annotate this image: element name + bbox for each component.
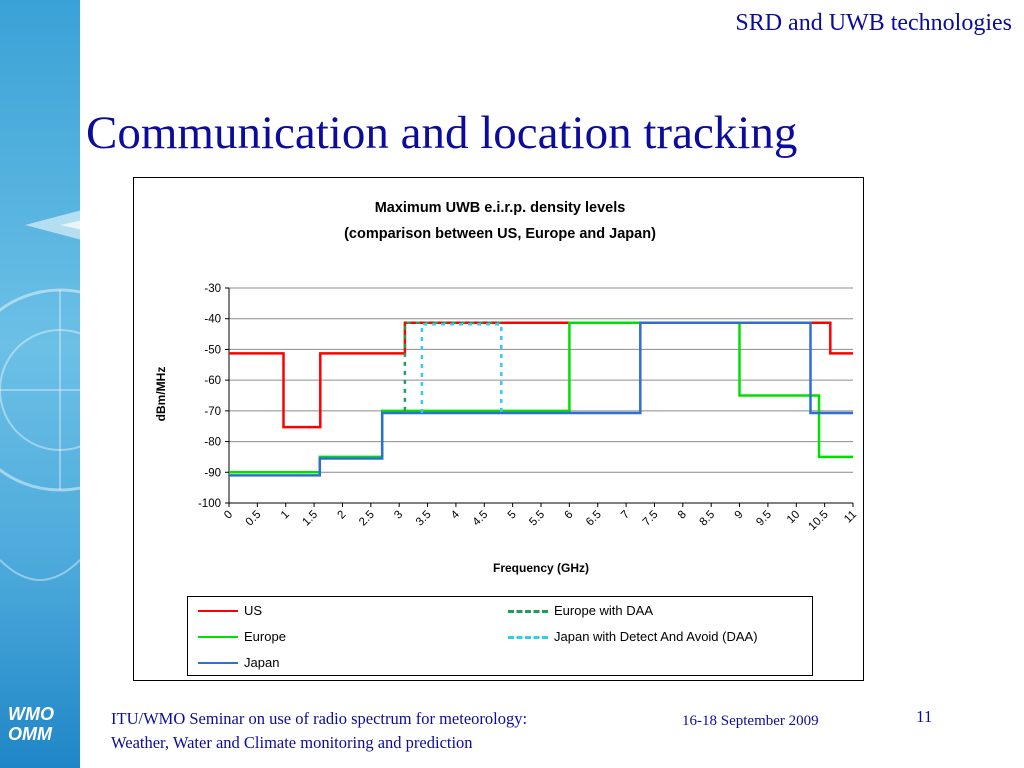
x-tick-label: 9.5 bbox=[754, 509, 774, 529]
y-axis-label: dBm/MHz bbox=[154, 367, 168, 422]
series-line-europe bbox=[229, 321, 853, 474]
legend-swatch bbox=[508, 636, 548, 639]
chart-subtitle: (comparison between US, Europe and Japan… bbox=[344, 226, 656, 242]
footer-line-1: ITU/WMO Seminar on use of radio spectrum… bbox=[111, 709, 528, 728]
y-tick-label: -90 bbox=[204, 467, 221, 479]
series-line-japan bbox=[229, 321, 853, 477]
x-tick-label: 1 bbox=[279, 509, 292, 522]
x-tick-label: 5.5 bbox=[527, 509, 547, 529]
logo-line-1: WMO bbox=[8, 704, 54, 724]
x-tick-label: 11 bbox=[842, 509, 859, 526]
x-tick-label: 7 bbox=[619, 509, 632, 522]
chart-canvas: Maximum UWB e.i.r.p. density levels (com… bbox=[154, 200, 859, 575]
x-tick-label: 0 bbox=[222, 509, 235, 522]
x-tick-label: 4.5 bbox=[471, 509, 491, 529]
series-line-europe-with-daa bbox=[403, 321, 502, 411]
x-tick-label: 7.5 bbox=[641, 509, 661, 529]
y-tick-label: -80 bbox=[204, 437, 221, 449]
footer-date: 16-18 September 2009 bbox=[682, 713, 819, 729]
legend-label: Europe bbox=[244, 629, 286, 644]
x-tick-label: 6.5 bbox=[584, 509, 604, 529]
x-tick-label: 6 bbox=[562, 509, 575, 522]
slide-title: Communication and location tracking bbox=[86, 107, 798, 159]
chart-title: Maximum UWB e.i.r.p. density levels bbox=[375, 200, 626, 216]
footer-seminar: ITU/WMO Seminar on use of radio spectrum… bbox=[111, 707, 527, 755]
grid-layer bbox=[229, 287, 853, 473]
header-tag: SRD and UWB technologies bbox=[735, 10, 1012, 36]
x-tick-label: 2 bbox=[336, 509, 349, 522]
x-tick-label: 3.5 bbox=[414, 509, 434, 529]
chart-legend: US Europe Japan Europe with DAA Japan wi… bbox=[187, 596, 813, 676]
footer-line-2: Weather, Water and Climate monitoring an… bbox=[111, 733, 473, 752]
series-layer bbox=[229, 321, 853, 477]
y-tick-label: -100 bbox=[198, 498, 221, 510]
x-tick-label: 8.5 bbox=[698, 509, 718, 529]
sidebar-decoration: WMO OMM bbox=[0, 0, 80, 768]
y-tick-label: -50 bbox=[204, 344, 221, 356]
y-tick-label: -60 bbox=[204, 375, 221, 387]
compass-rose-graphic bbox=[0, 210, 80, 581]
y-tick-label: -40 bbox=[204, 314, 221, 326]
x-axis-label: Frequency (GHz) bbox=[493, 561, 589, 575]
y-tick-label: -30 bbox=[204, 283, 221, 295]
x-tick-label: 0.5 bbox=[244, 509, 264, 529]
logo-line-2: OMM bbox=[8, 724, 52, 744]
legend-label: Europe with DAA bbox=[554, 603, 653, 618]
x-tick-label: 10.5 bbox=[806, 509, 830, 533]
series-line-japan-with-detect-and-avoid-daa bbox=[420, 322, 503, 413]
x-tick-label: 9 bbox=[733, 509, 746, 522]
legend-swatch bbox=[198, 662, 238, 664]
x-tick-label: 2.5 bbox=[357, 509, 377, 529]
wmo-logo: WMO OMM bbox=[8, 704, 78, 744]
x-tick-label: 3 bbox=[392, 509, 405, 522]
x-tick-label: 10 bbox=[785, 509, 803, 527]
chart-frame: Maximum UWB e.i.r.p. density levels (com… bbox=[133, 177, 864, 681]
legend-swatch bbox=[198, 636, 238, 638]
legend-label: Japan bbox=[244, 655, 280, 670]
x-tick-label: 8 bbox=[676, 509, 689, 522]
x-tick-label: 4 bbox=[449, 508, 462, 521]
x-tick-label: 1.5 bbox=[300, 509, 320, 529]
y-tick-label: -70 bbox=[204, 406, 221, 418]
x-tick-label: 5 bbox=[506, 509, 519, 522]
legend-label: US bbox=[244, 603, 263, 618]
legend-label: Japan with Detect And Avoid (DAA) bbox=[554, 629, 758, 644]
legend-swatch bbox=[508, 610, 548, 613]
series-line-us bbox=[229, 321, 853, 429]
legend-swatch bbox=[198, 610, 238, 612]
page-number: 11 bbox=[916, 707, 933, 726]
